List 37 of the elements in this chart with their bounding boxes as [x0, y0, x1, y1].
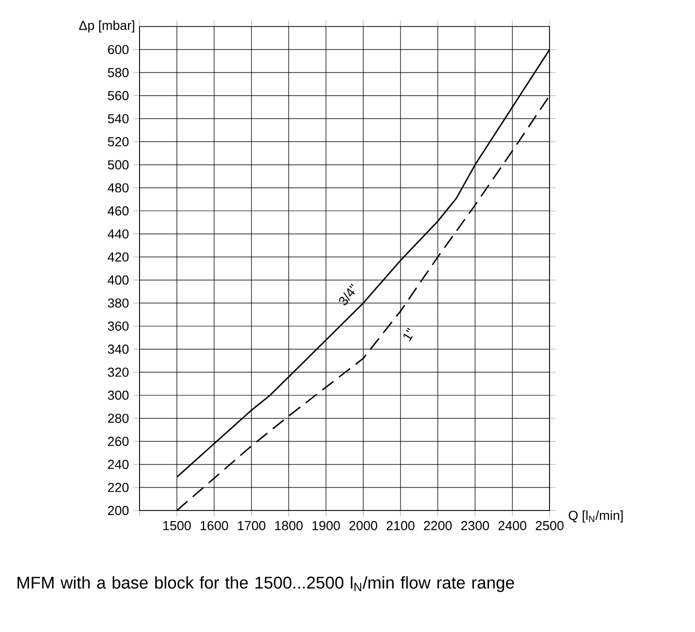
x-axis-title: Q [l$_{N}$/min] — [568, 510, 623, 523]
x-tick-label: 2100 — [386, 521, 414, 530]
y-tick-label: 360 — [108, 322, 129, 331]
x-tick-label: 2300 — [461, 521, 490, 530]
text: MFM with a base block for the 1500...2500 l$_{N}$/min flow rate range — [18, 576, 514, 592]
y-axis-title: Δp [mbar] — [79, 20, 134, 33]
text: 1" — [404, 328, 413, 342]
x-tick-label: 2200 — [424, 521, 452, 530]
y-tick-label: 260 — [108, 436, 129, 446]
y-tick-label: 580 — [108, 68, 129, 78]
y-tick-label: 420 — [108, 252, 129, 262]
x-tick-label: 1900 — [312, 521, 340, 530]
y-tick-label: 300 — [108, 390, 129, 400]
x-tick-label: 2000 — [349, 521, 378, 530]
y-tick-label: 560 — [108, 91, 129, 100]
x-tick-label: 2500 — [536, 521, 564, 530]
y-tick-label: 320 — [108, 368, 129, 377]
y-tick-label: 240 — [108, 460, 129, 470]
x-tick-label: 2400 — [498, 521, 526, 530]
x-tick-label: 1500 — [163, 521, 191, 530]
y-tick-label: 600 — [108, 44, 129, 54]
y-tick-label: 380 — [108, 298, 129, 308]
x-tick-label: 1800 — [275, 521, 303, 530]
x-tick-label: 1600 — [200, 521, 228, 530]
y-tick-label: 220 — [108, 482, 129, 492]
y-tick-label: 480 — [108, 183, 129, 192]
y-tick-label: 440 — [108, 229, 129, 239]
y-tick-label: 280 — [108, 414, 129, 423]
y-tick-label: 460 — [108, 206, 129, 216]
y-tick-label: 500 — [108, 160, 129, 170]
y-tick-label: 540 — [108, 114, 129, 124]
text: 3/4" — [339, 284, 355, 306]
x-tick-label: 1700 — [238, 521, 266, 530]
y-tick-label: 340 — [108, 344, 129, 354]
y-tick-label: 520 — [108, 137, 129, 146]
y-tick-label: 400 — [108, 275, 129, 285]
y-tick-label: 200 — [108, 506, 129, 516]
